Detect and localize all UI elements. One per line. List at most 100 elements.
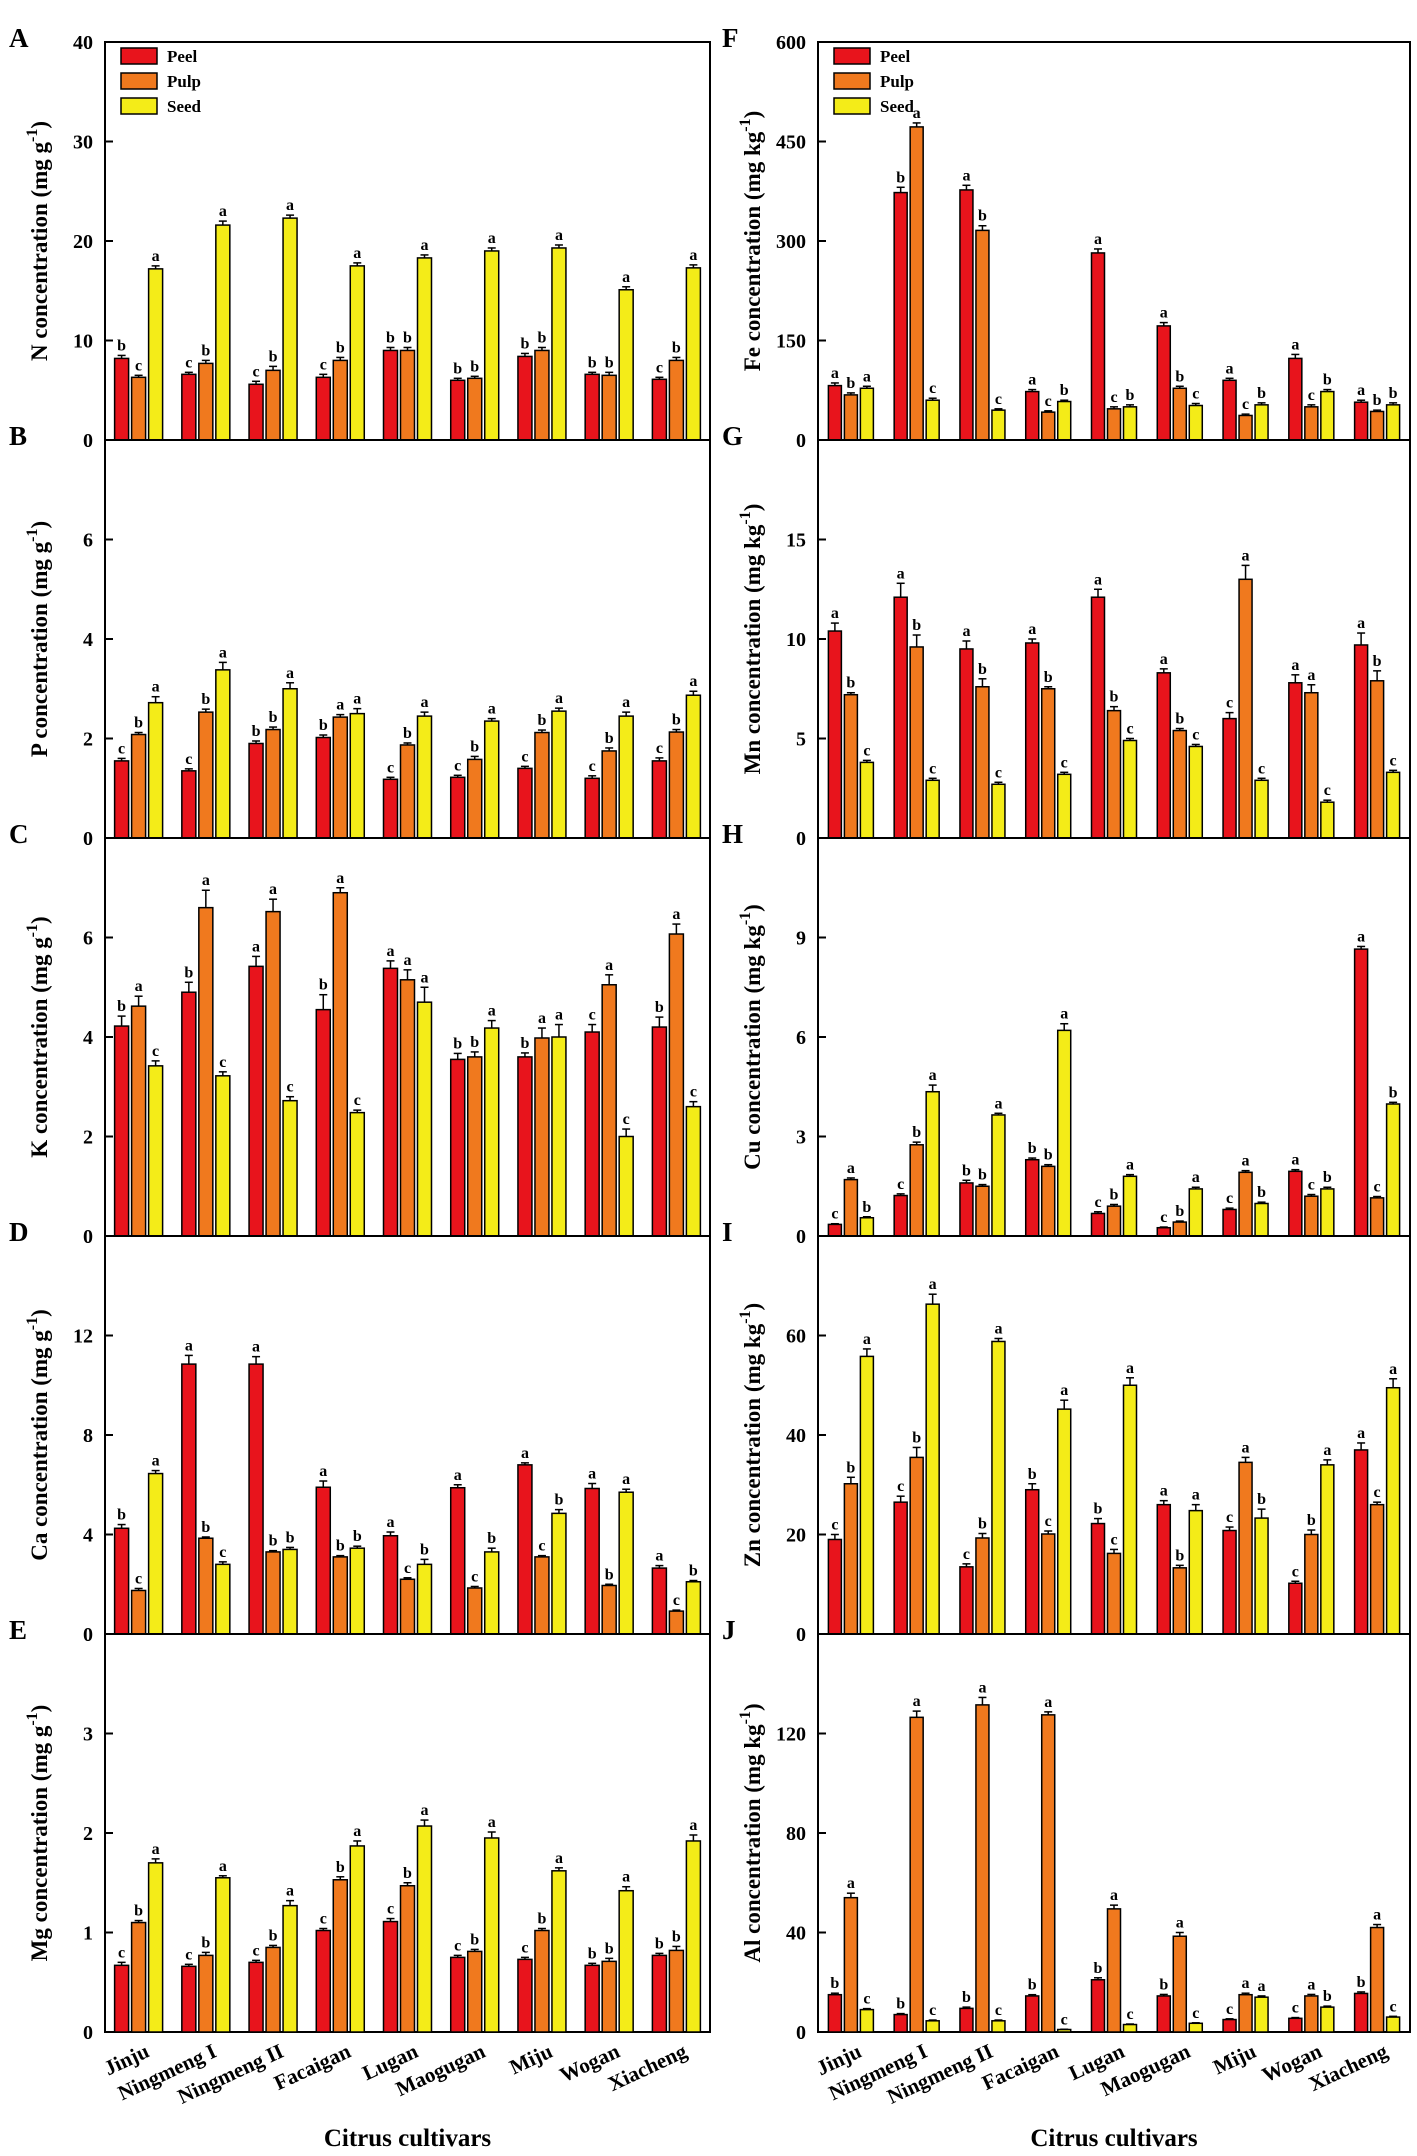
bar-seed [685, 267, 702, 441]
significance-letter: c [897, 1478, 904, 1495]
significance-letter: a [421, 237, 429, 254]
bar-pulp [332, 1879, 349, 2033]
significance-letter: c [387, 1901, 394, 1918]
significance-letter: b [1110, 1186, 1119, 1203]
significance-letter: a [1094, 571, 1102, 588]
y-tick-label: 9 [796, 928, 806, 950]
significance-letter: c [1192, 2005, 1199, 2022]
panel-letter: A [9, 23, 29, 53]
bar-peel [651, 1026, 668, 1237]
bar-seed [483, 720, 500, 839]
significance-letter: a [488, 1814, 496, 1831]
legend-swatch-seed [833, 97, 871, 115]
bar-pulp [265, 1946, 281, 2033]
significance-letter: c [1308, 1177, 1315, 1194]
y-tick-label: 6 [796, 1027, 806, 1049]
legend-label: Peel [880, 47, 910, 66]
bar-seed [282, 688, 298, 839]
significance-letter: a [863, 368, 871, 385]
y-axis-label: Cu concentration (mg kg-1) [737, 904, 765, 1170]
bar-peel [1222, 1208, 1237, 1237]
y-axis-label-superscript: -1 [737, 511, 754, 524]
legend-label: Seed [880, 97, 915, 116]
significance-letter: a [605, 957, 613, 974]
y-tick-label: 600 [776, 32, 806, 54]
significance-letter: a [1192, 1169, 1200, 1186]
bar-seed [925, 1303, 940, 1635]
significance-letter: b [896, 169, 905, 186]
panel-letter: E [9, 1615, 27, 1645]
bar-peel [1353, 948, 1369, 1237]
bar-peel [382, 349, 399, 441]
bar-seed [1320, 390, 1335, 441]
y-tick-label: 80 [786, 1823, 806, 1845]
bar-peel [382, 1534, 399, 1635]
significance-letter: c [831, 1206, 838, 1223]
significance-letter: a [929, 1067, 937, 1084]
bar-pulp [1369, 1503, 1385, 1635]
bar-peel [1024, 642, 1040, 839]
bar-peel [1024, 1158, 1040, 1237]
significance-letter: a [1094, 231, 1102, 248]
bar-pulp [399, 979, 416, 1237]
bar-seed [147, 268, 164, 441]
significance-letter: a [152, 1453, 160, 1470]
bar-seed [925, 1090, 940, 1237]
bar-pulp [399, 1884, 416, 2033]
significance-letter: a [1044, 1694, 1052, 1711]
bar-peel [1353, 644, 1369, 839]
bar-peel [1288, 682, 1303, 839]
bar-peel [1222, 1529, 1237, 1635]
bar-peel [248, 742, 264, 839]
significance-letter: c [1045, 1513, 1052, 1530]
bar-peel [959, 1566, 974, 1635]
bar-pulp [399, 1578, 416, 1635]
bar-pulp [1304, 1195, 1319, 1237]
bar-seed [1056, 773, 1072, 839]
significance-letter: a [913, 105, 921, 122]
significance-letter: a [286, 665, 294, 682]
bar-peel [1024, 390, 1040, 441]
significance-letter: a [286, 197, 294, 214]
bar-peel [584, 1964, 600, 2033]
bar-pulp [843, 1483, 859, 1635]
significance-letter: b [1323, 372, 1332, 389]
significance-letter: c [623, 1111, 630, 1128]
significance-letter: b [1389, 1084, 1398, 1101]
bar-seed [1385, 1386, 1401, 1635]
bar-peel [1090, 252, 1106, 441]
significance-letter: a [421, 694, 429, 711]
significance-letter: b [1257, 1491, 1266, 1508]
legend-swatch-pulp [833, 72, 871, 90]
significance-letter: a [863, 1331, 871, 1348]
significance-letter: b [655, 999, 664, 1016]
y-axis-label-superscript: -1 [24, 1317, 41, 1330]
bar-pulp [130, 376, 147, 441]
bar-peel [517, 355, 533, 441]
bar-pulp [668, 731, 685, 839]
bar-seed [349, 1547, 366, 1635]
significance-letter: c [1192, 386, 1199, 403]
significance-letter: c [320, 1911, 327, 1928]
significance-letter: c [1324, 782, 1331, 799]
bar-pulp [198, 362, 214, 441]
bar-peel [827, 1538, 843, 1635]
bar-pulp [1106, 1552, 1122, 1635]
bar-pulp [975, 1185, 990, 1237]
bar-seed [991, 1340, 1006, 1635]
bar-pulp [1040, 1165, 1056, 1237]
bar-pulp [975, 1537, 990, 1635]
significance-letter: a [1258, 1978, 1266, 1995]
bar-pulp [466, 758, 483, 839]
significance-letter: c [253, 363, 260, 380]
bar-pulp [466, 1056, 483, 1237]
y-tick-label: 0 [796, 1226, 806, 1248]
bar-pulp [1172, 729, 1188, 839]
bar-pulp [1040, 411, 1056, 441]
significance-letter: c [521, 1939, 528, 1956]
bar-peel [651, 1567, 668, 1635]
y-axis-label-text: Mg concentration (mg g [27, 1725, 52, 1961]
